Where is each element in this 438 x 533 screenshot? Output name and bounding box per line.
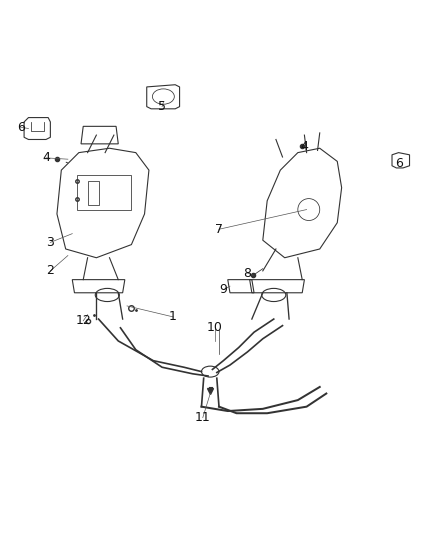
Text: 2: 2 [46, 264, 54, 277]
Text: 12: 12 [75, 314, 91, 327]
Text: 7: 7 [215, 223, 223, 236]
Text: 11: 11 [195, 411, 211, 424]
Text: 6: 6 [395, 157, 403, 170]
Text: 4: 4 [42, 151, 50, 164]
Text: 8: 8 [244, 266, 251, 280]
Text: 9: 9 [219, 283, 227, 296]
Text: 1: 1 [169, 310, 177, 324]
Text: 10: 10 [207, 321, 223, 334]
Text: 4: 4 [300, 140, 308, 152]
Text: 6: 6 [17, 120, 25, 134]
Text: 5: 5 [158, 100, 166, 113]
Text: 3: 3 [46, 236, 54, 249]
